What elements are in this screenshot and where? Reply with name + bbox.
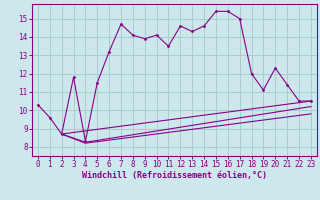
X-axis label: Windchill (Refroidissement éolien,°C): Windchill (Refroidissement éolien,°C) [82, 171, 267, 180]
